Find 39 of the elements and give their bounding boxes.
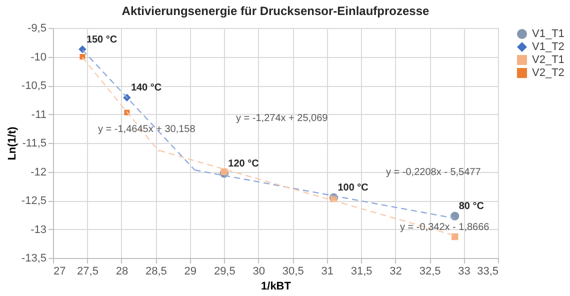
annotation: y = -1,4645x + 30,158 — [98, 124, 196, 135]
y-tick-label: -9,5 — [28, 22, 46, 34]
x-tick-label: 30,5 — [282, 266, 304, 278]
x-tick-label: 27,5 — [77, 266, 98, 278]
annotation: y = -0,2208x - 5,5477 — [386, 167, 482, 178]
x-tick-label: 32,5 — [419, 266, 441, 278]
annotation: 80 °C — [458, 201, 484, 212]
x-tick-label: 30 — [252, 266, 266, 278]
x-tick-label: 28 — [116, 266, 128, 278]
annotation: y = -1,274x + 25,069 — [236, 113, 328, 124]
x-tick-label: 33 — [458, 266, 470, 278]
legend-label: V1_T2 — [532, 41, 564, 53]
x-tick-label: 31,5 — [350, 266, 372, 278]
y-tick-label: -12,5 — [21, 195, 46, 207]
y-tick-label: -12 — [30, 166, 46, 178]
chart-title: Aktivierungsenergie für Drucksensor-Einlaufprozesse — [122, 4, 430, 18]
annotation: 100 °C — [338, 182, 368, 194]
x-tick-label: 33,5 — [477, 266, 498, 278]
y-axis-title: Ln(1/t) — [6, 126, 18, 160]
legend-label: V1_T1 — [532, 28, 564, 40]
y-tick-label: -13 — [30, 224, 46, 236]
y-tick-label: -13,5 — [21, 252, 46, 264]
y-tick-label: -10,5 — [21, 80, 46, 92]
x-tick-label: 29,5 — [214, 266, 236, 278]
x-axis-title: 1/kBT — [261, 280, 292, 292]
annotation: y = -0,342x - 1,8666 — [400, 222, 490, 233]
x-tick-label: 28,5 — [145, 266, 167, 278]
annotation: 140 °C — [130, 82, 162, 94]
annotation: 150 °C — [86, 34, 118, 46]
annotation: 120 °C — [228, 158, 259, 170]
x-tick-label: 32 — [390, 266, 402, 278]
y-tick-label: -10 — [30, 51, 46, 64]
x-tick-label: 29 — [184, 266, 197, 278]
x-tick-label: 27 — [54, 266, 66, 278]
legend-label: V2_T2 — [532, 67, 564, 79]
y-tick-label: -11 — [31, 108, 46, 121]
legend-label: V2_T1 — [532, 54, 564, 66]
x-tick-label: 31 — [321, 266, 334, 278]
y-tick-label: -11,5 — [22, 138, 46, 150]
